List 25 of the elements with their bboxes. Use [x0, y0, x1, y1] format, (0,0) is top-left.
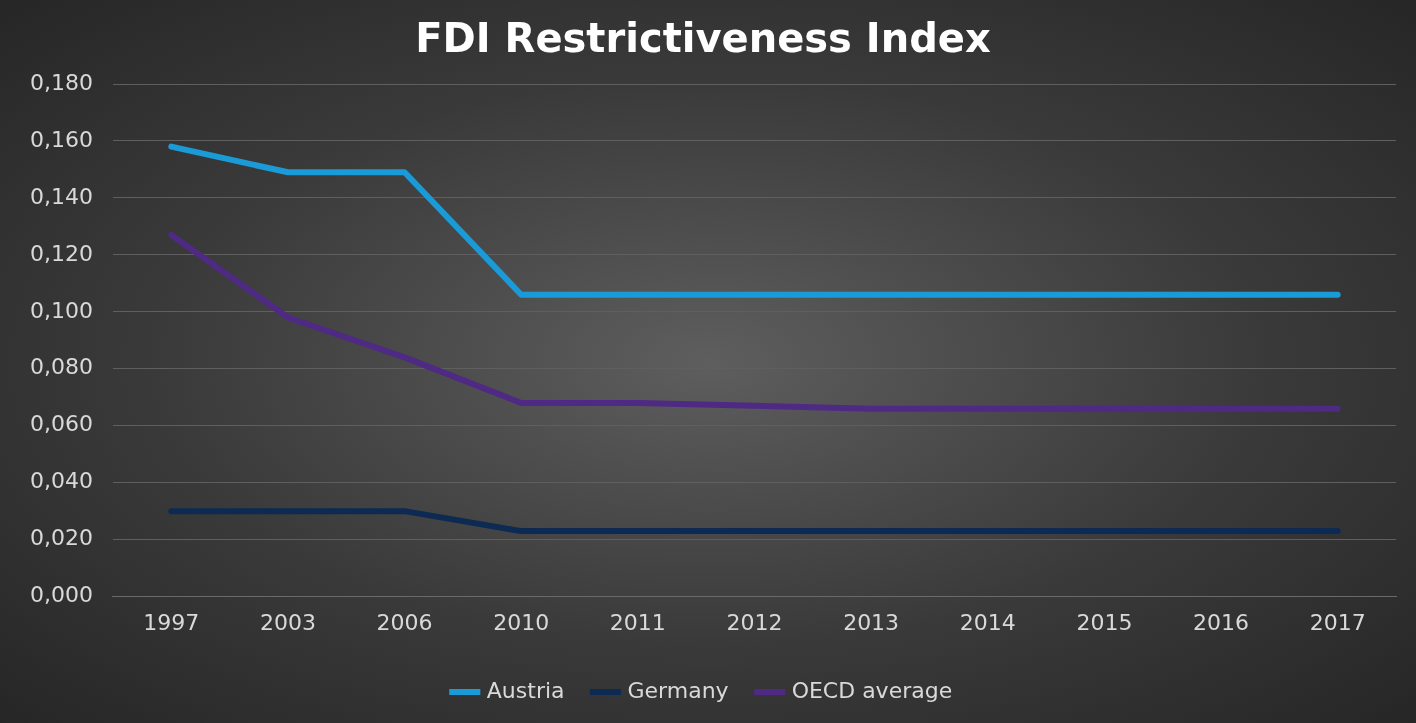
x-tick-label: 2011 — [609, 609, 666, 635]
x-tick-label: 2017 — [1309, 609, 1366, 635]
x-tick-label: 2003 — [259, 609, 316, 635]
y-tick-label: 0,160 — [30, 126, 93, 152]
x-tick-label: 2006 — [376, 609, 433, 635]
legend-label: OECD average — [791, 677, 953, 703]
x-tick-label: 2010 — [493, 609, 550, 635]
y-tick-label: 0,080 — [30, 354, 93, 380]
x-tick-label: 2012 — [726, 609, 783, 635]
y-tick-label: 0,060 — [30, 411, 93, 437]
x-tick-label: 2013 — [843, 609, 900, 635]
y-tick-label: 0,140 — [30, 183, 93, 209]
x-tick-label: 1997 — [143, 609, 200, 635]
y-tick-label: 0,000 — [30, 582, 93, 608]
chart-title: FDI Restrictiveness Index — [415, 15, 991, 62]
y-tick-label: 0,020 — [30, 525, 93, 551]
x-tick-label: 2015 — [1076, 609, 1133, 635]
y-tick-label: 0,180 — [30, 69, 93, 95]
y-tick-label: 0,120 — [30, 240, 93, 266]
y-tick-label: 0,100 — [30, 297, 93, 323]
x-tick-label: 2016 — [1193, 609, 1250, 635]
x-tick-label: 2014 — [959, 609, 1016, 635]
y-tick-label: 0,040 — [30, 468, 93, 494]
legend-label: Austria — [486, 677, 565, 703]
legend-label: Germany — [627, 677, 729, 703]
